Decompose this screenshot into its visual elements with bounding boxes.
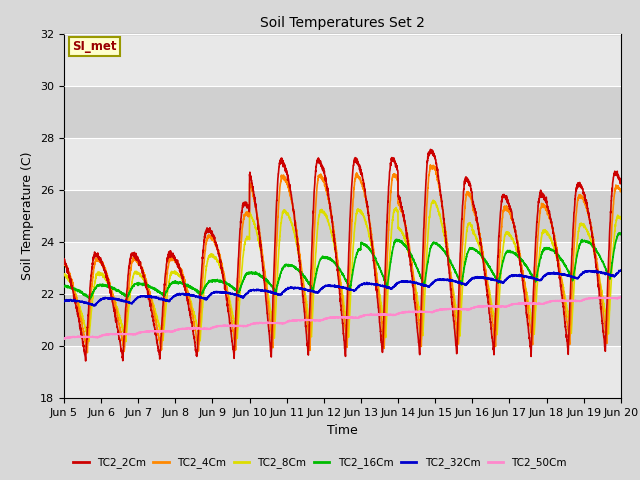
X-axis label: Time: Time [327, 424, 358, 437]
Bar [64, 138, 621, 190]
Bar [64, 294, 621, 346]
Legend: TC2_2Cm, TC2_4Cm, TC2_8Cm, TC2_16Cm, TC2_32Cm, TC2_50Cm: TC2_2Cm, TC2_4Cm, TC2_8Cm, TC2_16Cm, TC2… [69, 453, 571, 472]
Bar [64, 242, 621, 294]
Title: Soil Temperatures Set 2: Soil Temperatures Set 2 [260, 16, 425, 30]
Bar [64, 190, 621, 242]
Bar [64, 86, 621, 138]
Bar [64, 346, 621, 398]
Text: SI_met: SI_met [72, 40, 117, 53]
Bar [64, 34, 621, 86]
Y-axis label: Soil Temperature (C): Soil Temperature (C) [22, 152, 35, 280]
